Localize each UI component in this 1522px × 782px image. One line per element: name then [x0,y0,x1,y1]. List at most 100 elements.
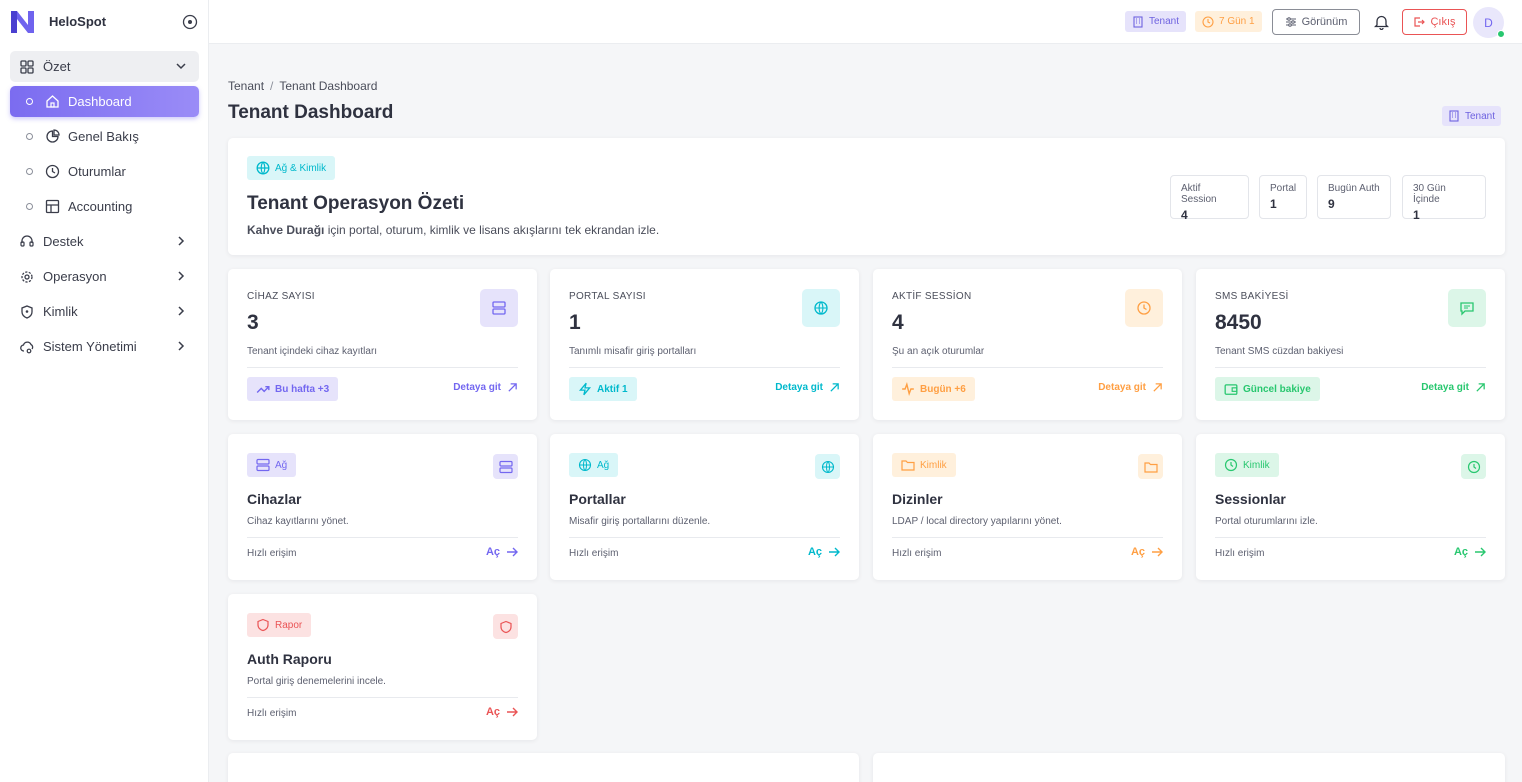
divider [569,537,840,538]
action-tag-label: Ağ [275,459,288,471]
action-tag-label: Ağ [597,459,610,471]
action-description: LDAP / local directory yapılarını yönet. [892,516,1062,527]
stat-detail-link-label: Detaya git [1421,382,1469,393]
hero-title: Tenant Operasyon Özeti [247,193,465,214]
arrow-up-right-icon [1153,383,1162,392]
stat-detail-link[interactable]: Detaya git [453,382,518,393]
server-icon [256,458,270,472]
view-button-label: Görünüm [1301,16,1348,28]
page-title: Tenant Dashboard [228,102,394,123]
stat-detail-link[interactable]: Detaya git [1421,382,1486,393]
sidebar-group-kimlik[interactable]: Kimlik [10,296,199,327]
sidebar-group-label: Kimlik [43,304,78,319]
mini-stat-value: 9 [1328,197,1335,211]
divider [247,697,518,698]
action-card-auth-report[interactable]: Rapor Auth Raporu Portal giriş denemeler… [228,594,537,740]
trial-badge: 7 Gün 1 [1195,11,1262,32]
stat-detail-link[interactable]: Detaya git [1098,382,1163,393]
sidebar-group-sistem-yonetimi[interactable]: Sistem Yönetimi [10,331,199,362]
action-tag: Ağ [569,453,619,477]
stat-value: 1 [569,311,581,334]
quick-access-label: Hızlı erişim [569,548,619,559]
quick-access-label: Hızlı erişim [1215,548,1265,559]
sidebar-group-destek[interactable]: Destek [10,226,199,257]
sidebar-item-dashboard[interactable]: Dashboard [10,86,199,117]
avatar-initial: D [1484,15,1493,30]
operation-summary-card: Ağ & Kimlik Tenant Operasyon Özeti Kahve… [228,138,1505,255]
open-link[interactable]: Aç [486,706,518,718]
mini-stat-label: 30 Gün İçinde [1413,183,1446,205]
sidebar-group-label: Özet [43,59,71,74]
sidebar-group-ozet[interactable]: Özet [10,51,199,82]
action-tag-label: Kimlik [1243,459,1270,471]
bell-icon[interactable] [1374,14,1389,30]
open-link[interactable]: Aç [486,546,518,558]
view-button[interactable]: Görünüm [1272,9,1360,35]
breadcrumb: Tenant / Tenant Dashboard [228,79,377,93]
globe-icon [256,161,270,175]
chevron-right-icon [178,341,185,351]
globe-icon [815,454,840,479]
sidebar-item-accounting[interactable]: Accounting [10,191,199,222]
avatar[interactable]: D [1473,7,1505,38]
logout-button[interactable]: Çıkış [1402,9,1467,35]
open-link-label: Aç [807,546,822,558]
clock-icon [45,164,60,179]
chevron-right-icon [178,306,185,316]
folder-icon [901,460,915,471]
logout-icon [1414,17,1426,27]
table-icon [45,199,60,214]
divider [569,367,840,368]
action-title: Portallar [569,491,626,507]
quick-access-label: Hızlı erişim [892,548,942,559]
page-tenant-badge-label: Tenant [1465,110,1496,122]
brand[interactable]: HeloSpot [10,8,106,34]
tenant-badge-label: Tenant [1149,16,1180,27]
stat-description: Şu an açık oturumlar [892,346,985,357]
action-card-portals[interactable]: Ağ Portallar Misafir giriş portallarını … [550,434,859,580]
stat-detail-link[interactable]: Detaya git [775,382,840,393]
shield-icon [257,618,269,632]
trending-up-icon [256,385,270,393]
sidebar-nav: Özet Dashboard Genel Bakış Oturumlar Acc… [10,51,199,366]
mini-stat-portal: Portal 1 [1259,175,1307,219]
stat-card-devices: CİHAZ SAYISI 3 Tenant içindeki cihaz kay… [228,269,537,420]
collapse-sidebar-icon[interactable] [182,14,198,30]
sidebar-item-genel-bakis[interactable]: Genel Bakış [10,121,199,152]
action-tag-label: Kimlik [920,459,947,471]
action-card-directories[interactable]: Kimlik Dizinler LDAP / local directory y… [873,434,1182,580]
open-link[interactable]: Aç [1131,546,1163,558]
divider [1215,367,1486,368]
bullet-icon [26,168,33,175]
online-status-dot [1497,30,1505,38]
action-card-sessions[interactable]: Kimlik Sessionlar Portal oturumlarını iz… [1196,434,1505,580]
trial-badge-label: 7 Gün 1 [1219,16,1255,27]
action-tag: Rapor [247,613,312,637]
open-link[interactable]: Aç [808,546,840,558]
sidebar-item-label: Dashboard [68,94,132,109]
quick-access-label: Hızlı erişim [247,708,297,719]
logout-button-label: Çıkış [1430,16,1456,28]
action-title: Auth Raporu [247,651,332,667]
sidebar-item-label: Accounting [68,199,133,214]
sidebar-item-label: Genel Bakış [68,129,139,144]
breadcrumb-root[interactable]: Tenant [228,79,265,93]
stat-detail-link-label: Detaya git [775,382,823,393]
sliders-icon [1285,17,1296,27]
arrow-up-right-icon [508,383,517,392]
sidebar-item-oturumlar[interactable]: Oturumlar [10,156,199,187]
sidebar-group-operasyon[interactable]: Operasyon [10,261,199,292]
mini-stat-value: 1 [1270,197,1277,211]
stat-detail-link-label: Detaya git [453,382,501,393]
mini-stat-value: 1 [1413,208,1420,222]
stat-badge-label: Bu hafta +3 [275,383,330,395]
chevron-right-icon [178,271,185,281]
arrow-up-right-icon [830,383,839,392]
open-link[interactable]: Aç [1454,546,1486,558]
action-title: Dizinler [892,491,943,507]
grid-icon [20,59,34,74]
action-card-devices[interactable]: Ağ Cihazlar Cihaz kayıtlarını yönet. Hız… [228,434,537,580]
home-icon [46,95,59,108]
stat-detail-link-label: Detaya git [1098,382,1146,393]
message-icon [1448,289,1486,327]
